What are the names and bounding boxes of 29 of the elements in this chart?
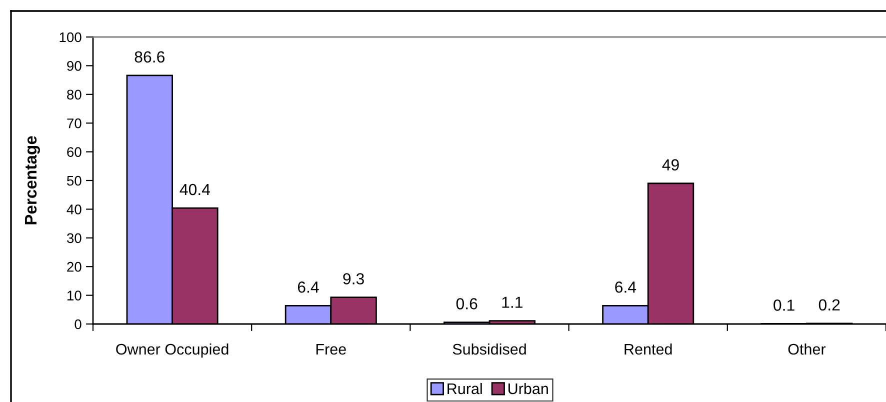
data-label: 0.6	[456, 298, 478, 310]
y-axis-title: Percentage	[25, 136, 40, 224]
data-label: 1.1	[502, 296, 522, 308]
x-tick-label: Rented	[624, 343, 672, 355]
x-tick-label: Owner Occupied	[116, 343, 228, 358]
y-tick-label: 60	[67, 147, 82, 157]
y-tick-label: 70	[67, 118, 82, 128]
y-tick-label: 20	[67, 262, 82, 272]
y-tick-label: 0	[74, 319, 82, 330]
data-label: 6.4	[298, 281, 319, 293]
y-tick-label: 90	[67, 61, 82, 71]
legend-label: Urban	[508, 382, 548, 394]
data-label: 0.1	[774, 300, 794, 311]
y-tick-label: 100	[60, 32, 82, 42]
y-tick-label: 40	[66, 204, 82, 214]
x-tick-label: Free	[316, 344, 346, 355]
data-label: 40.4	[180, 184, 210, 196]
data-label: 86.6	[134, 51, 164, 63]
y-tick-label: 80	[67, 90, 82, 100]
x-tick-label: Other	[788, 343, 826, 355]
y-tick-label: 30	[66, 233, 82, 244]
data-label: 49	[662, 159, 679, 170]
legend-label: Rural	[448, 382, 482, 394]
x-tick-label: Subsidised	[452, 343, 526, 355]
data-label: 0.2	[818, 299, 840, 311]
data-label: 6.4	[615, 281, 636, 293]
y-tick-label: 50	[66, 176, 82, 186]
y-tick-label: 10	[68, 290, 82, 300]
data-label: 9.3	[343, 273, 364, 284]
